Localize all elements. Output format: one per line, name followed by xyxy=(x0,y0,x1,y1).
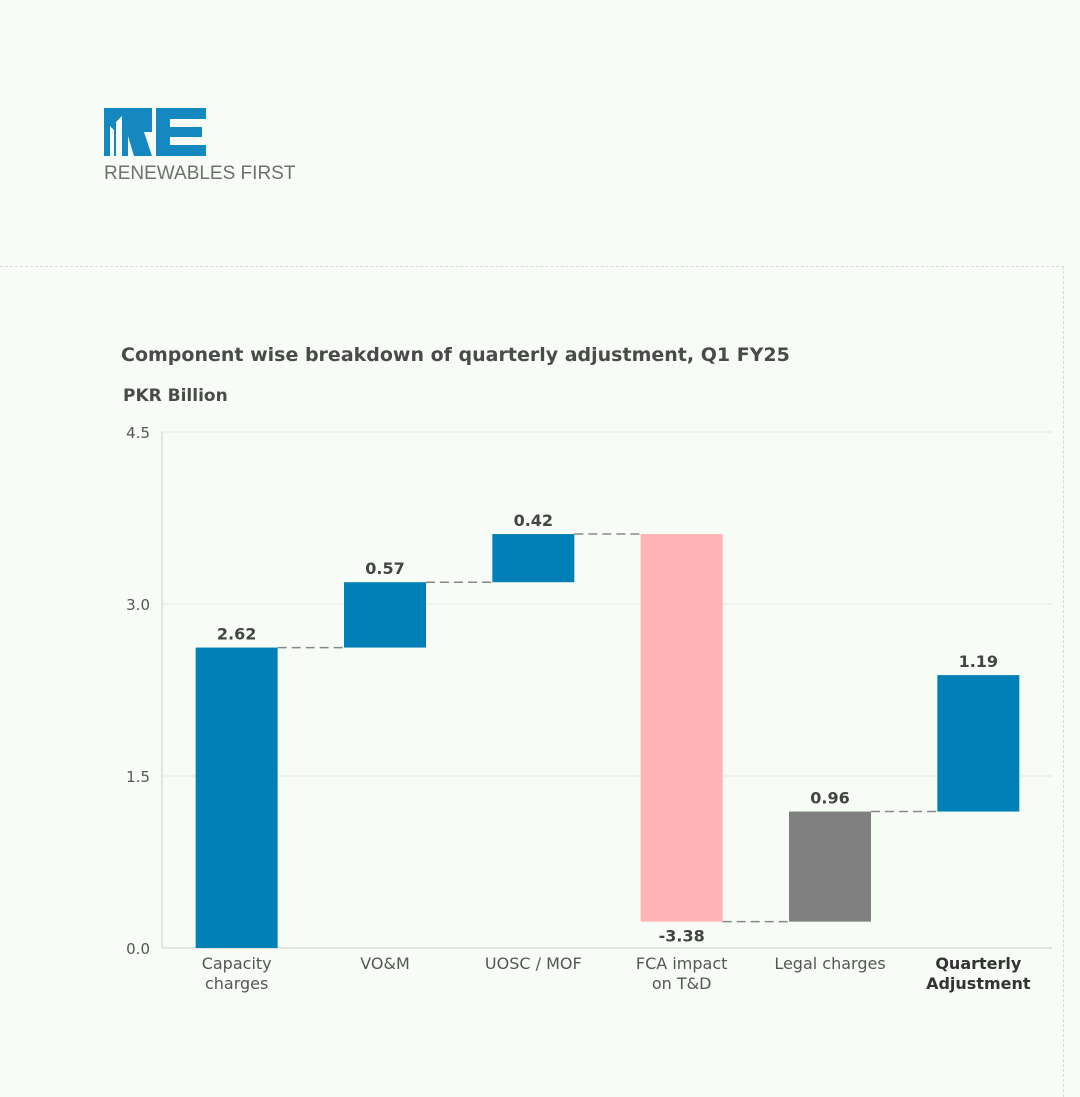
chart-title: Component wise breakdown of quarterly ad… xyxy=(121,344,790,366)
x-tick-label: Adjustment xyxy=(926,974,1031,993)
y-tick-label: 4.5 xyxy=(126,424,150,442)
bar xyxy=(344,582,426,648)
y-tick-label: 3.0 xyxy=(126,596,150,614)
data-label: 0.57 xyxy=(365,559,404,578)
data-label: -3.38 xyxy=(659,927,705,946)
chart-frame xyxy=(0,266,1064,1097)
x-tick-label: charges xyxy=(205,974,268,993)
y-tick-label: 0.0 xyxy=(126,940,150,958)
x-tick-label: VO&M xyxy=(360,954,410,973)
bar xyxy=(492,534,575,583)
x-tick-label: UOSC / MOF xyxy=(485,954,582,973)
x-tick-label: Quarterly xyxy=(935,954,1022,973)
y-tick-label: 1.5 xyxy=(126,768,150,786)
y-axis-label: PKR Billion xyxy=(123,386,228,406)
bar xyxy=(195,647,278,948)
bar xyxy=(789,811,871,922)
x-tick-label: on T&D xyxy=(652,974,712,993)
data-label: 2.62 xyxy=(217,625,256,644)
data-label: 0.42 xyxy=(514,511,553,530)
brand-name: RENEWABLES FIRST xyxy=(104,163,296,184)
x-tick-label: Capacity xyxy=(202,954,272,973)
bar xyxy=(937,675,1020,812)
brand-logo xyxy=(104,108,208,162)
bar xyxy=(640,534,723,922)
x-tick-label: FCA impact xyxy=(636,954,727,973)
x-tick-label: Legal charges xyxy=(774,954,885,973)
data-label: 0.96 xyxy=(810,789,849,808)
data-label: 1.19 xyxy=(959,652,998,671)
